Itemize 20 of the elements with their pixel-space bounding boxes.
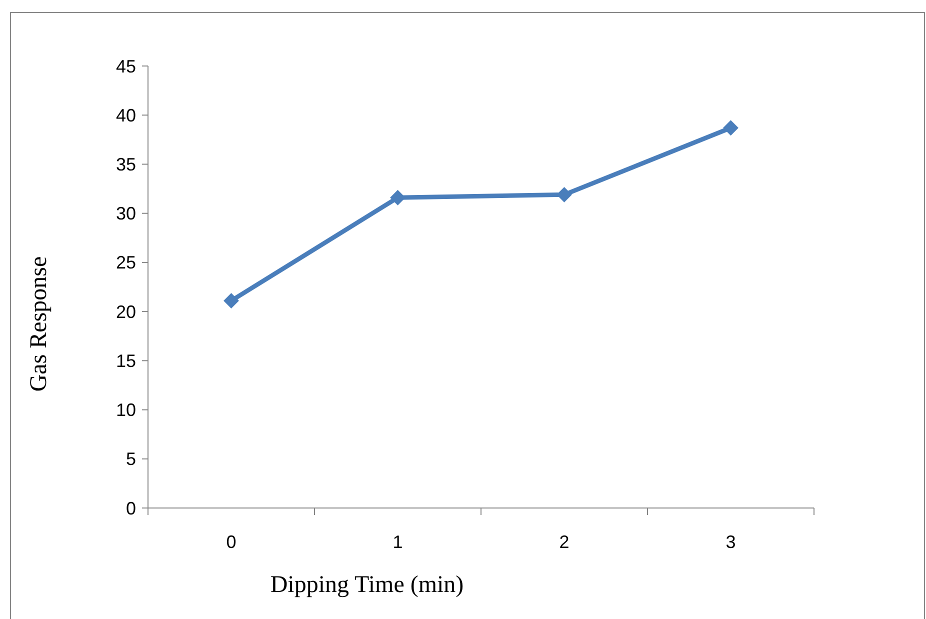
point	[224, 293, 239, 308]
y-tick-label: 25	[116, 252, 136, 273]
point	[723, 120, 738, 136]
x-axis-title: Dipping Time (min)	[270, 572, 464, 598]
y-tick-label: 30	[116, 204, 136, 224]
y-tick-label: 40	[116, 105, 136, 126]
y-tick-label: 15	[116, 350, 136, 371]
y-tick-label: 45	[116, 56, 136, 76]
x-tick-label: 2	[559, 532, 570, 552]
y-tick-label: 0	[126, 498, 136, 518]
x-tick-label: 3	[726, 532, 736, 552]
x-tick-label: 1	[392, 532, 403, 552]
y-tick-label: 5	[126, 449, 136, 470]
y-tick-label: 20	[116, 302, 136, 322]
point	[390, 190, 406, 206]
y-tick-label: 35	[116, 154, 136, 175]
y-tick-label: 10	[116, 400, 136, 420]
y-axis-title: Gas Response	[26, 256, 52, 392]
point	[556, 187, 572, 202]
x-tick-label: 0	[226, 532, 236, 552]
